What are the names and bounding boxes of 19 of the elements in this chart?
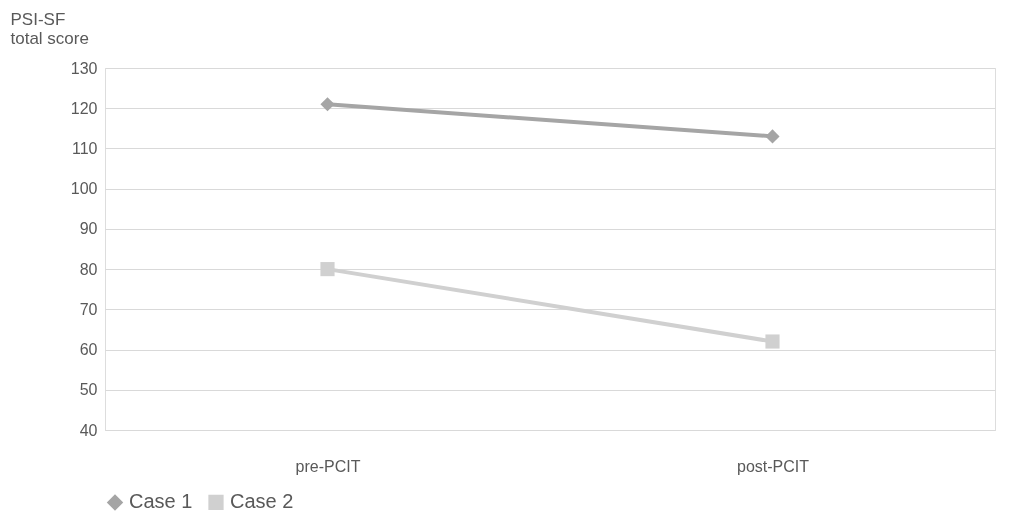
point: [765, 334, 780, 349]
x-tick-label: pre-PCIT: [295, 457, 361, 475]
point: [765, 129, 780, 144]
x-tick-label: post-PCIT: [736, 457, 810, 475]
y-tick-label: 110: [71, 139, 98, 157]
point: [320, 262, 335, 277]
y-axis-title: PSI-SF total score: [10, 9, 89, 48]
y-tick-label: 40: [79, 421, 98, 439]
y-tick-label: 130: [70, 59, 98, 77]
y-tick-label: 100: [70, 180, 98, 198]
y-tick-label: 60: [79, 341, 98, 359]
y-tick-label: 90: [79, 220, 98, 238]
y-tick-label: 120: [70, 99, 98, 117]
y-tick-label: 80: [79, 260, 98, 278]
legend-label: Case 1: [129, 490, 193, 513]
y-tick-label: 70: [79, 300, 98, 318]
point: [320, 97, 335, 112]
y-tick-label: 50: [79, 381, 98, 399]
legend-label: Case 2: [230, 490, 294, 513]
